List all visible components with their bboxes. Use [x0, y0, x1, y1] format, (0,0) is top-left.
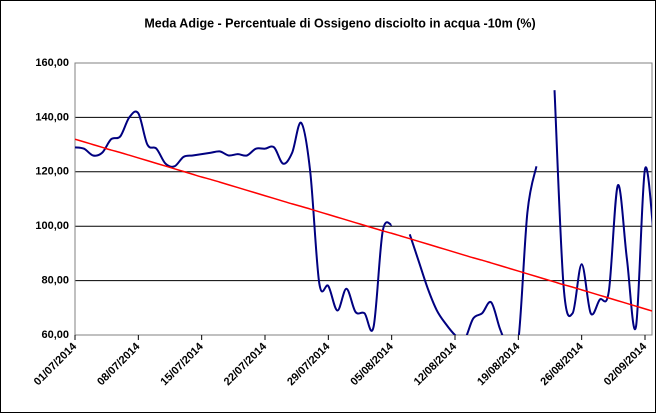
series-line	[75, 110, 393, 332]
y-tick-label: 160,00	[35, 57, 69, 69]
y-tick-label: 120,00	[35, 166, 69, 178]
plot	[75, 90, 652, 335]
series-line	[408, 166, 538, 335]
y-tick-label: 60,00	[41, 329, 69, 341]
plot-border	[74, 62, 653, 336]
series-line	[75, 138, 652, 312]
y-tick-label: 100,00	[35, 220, 69, 232]
series-line	[553, 90, 652, 331]
y-tick-label: 80,00	[41, 275, 69, 287]
y-tick-label: 140,00	[35, 111, 69, 123]
chart-title: Meda Adige - Percentuale di Ossigeno dis…	[144, 16, 535, 30]
